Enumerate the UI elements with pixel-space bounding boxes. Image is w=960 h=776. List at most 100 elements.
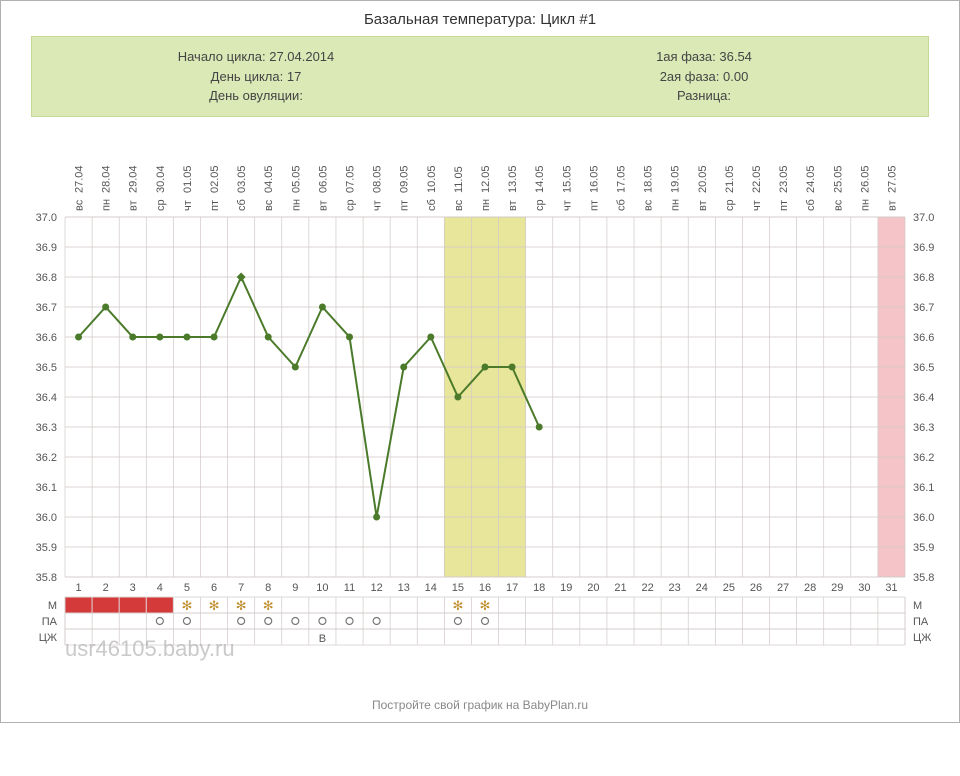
svg-text:36.1: 36.1	[36, 482, 57, 494]
svg-text:2: 2	[103, 582, 109, 594]
svg-text:36.7: 36.7	[913, 302, 934, 314]
svg-text:25.05: 25.05	[832, 165, 844, 193]
svg-text:37.0: 37.0	[36, 212, 57, 224]
svg-text:36.4: 36.4	[36, 392, 57, 404]
svg-text:13: 13	[398, 582, 410, 594]
svg-text:36.3: 36.3	[913, 422, 934, 434]
svg-text:12.05: 12.05	[480, 165, 492, 193]
svg-text:36.4: 36.4	[913, 392, 934, 404]
svg-text:17.05: 17.05	[615, 165, 627, 193]
svg-text:✻: ✻	[209, 598, 220, 613]
svg-text:5: 5	[184, 582, 190, 594]
svg-text:вт: вт	[886, 200, 898, 211]
svg-text:пт: пт	[778, 200, 790, 211]
svg-text:27: 27	[777, 582, 789, 594]
svg-text:22.05: 22.05	[751, 165, 763, 193]
svg-text:пт: пт	[588, 200, 600, 211]
svg-text:9: 9	[292, 582, 298, 594]
svg-text:М: М	[48, 600, 57, 612]
svg-text:чт: чт	[751, 200, 763, 211]
svg-text:36.2: 36.2	[913, 452, 934, 464]
svg-text:36.6: 36.6	[36, 332, 57, 344]
svg-text:03.05: 03.05	[236, 165, 248, 193]
svg-text:27.04: 27.04	[74, 165, 86, 193]
svg-text:14: 14	[425, 582, 437, 594]
svg-text:11.05: 11.05	[453, 166, 465, 193]
svg-text:10.05: 10.05	[426, 165, 438, 193]
svg-text:27.05: 27.05	[886, 165, 898, 193]
svg-text:24.05: 24.05	[805, 165, 817, 193]
svg-text:15.05: 15.05	[561, 165, 573, 193]
svg-text:01.05: 01.05	[182, 165, 194, 193]
svg-text:10: 10	[316, 582, 328, 594]
svg-text:23: 23	[669, 582, 681, 594]
svg-text:25: 25	[723, 582, 735, 594]
info-phase1: 1ая фаза: 36.54	[480, 47, 928, 67]
info-panel: Начало цикла: 27.04.2014 День цикла: 17 …	[31, 36, 929, 117]
svg-text:21: 21	[614, 582, 626, 594]
svg-text:пт: пт	[209, 200, 221, 211]
info-right: 1ая фаза: 36.54 2ая фаза: 0.00 Разница:	[480, 47, 928, 106]
svg-text:чт: чт	[182, 200, 194, 211]
svg-text:18.05: 18.05	[643, 165, 655, 193]
svg-text:36.6: 36.6	[913, 332, 934, 344]
info-ovulation-day: День овуляции:	[32, 86, 480, 106]
svg-text:6: 6	[211, 582, 217, 594]
svg-text:вс: вс	[832, 199, 844, 211]
svg-text:вс: вс	[263, 199, 275, 211]
svg-text:36.1: 36.1	[913, 482, 934, 494]
svg-text:06.05: 06.05	[317, 165, 329, 193]
svg-text:ПА: ПА	[913, 616, 929, 628]
svg-text:26: 26	[750, 582, 762, 594]
svg-text:08.05: 08.05	[372, 165, 384, 193]
svg-text:20: 20	[587, 582, 599, 594]
footer-text: Постройте свой график на BabyPlan.ru	[11, 692, 949, 712]
svg-text:пт: пт	[399, 200, 411, 211]
svg-text:16.05: 16.05	[588, 165, 600, 193]
svg-text:22: 22	[641, 582, 653, 594]
info-cycle-day: День цикла: 17	[32, 67, 480, 87]
svg-text:М: М	[913, 600, 922, 612]
svg-text:05.05: 05.05	[290, 165, 302, 193]
svg-text:B: B	[319, 633, 326, 645]
svg-text:37.0: 37.0	[913, 212, 934, 224]
svg-text:36.8: 36.8	[36, 272, 57, 284]
svg-text:15: 15	[452, 582, 464, 594]
svg-text:28: 28	[804, 582, 816, 594]
svg-text:24: 24	[696, 582, 708, 594]
svg-text:28.04: 28.04	[101, 165, 113, 193]
svg-text:19.05: 19.05	[670, 165, 682, 193]
svg-text:35.8: 35.8	[913, 572, 934, 584]
svg-text:30.04: 30.04	[155, 165, 167, 193]
svg-text:7: 7	[238, 582, 244, 594]
svg-text:вт: вт	[507, 200, 519, 211]
svg-text:8: 8	[265, 582, 271, 594]
info-left: Начало цикла: 27.04.2014 День цикла: 17 …	[32, 47, 480, 106]
svg-text:пн: пн	[101, 198, 113, 210]
svg-text:пн: пн	[859, 198, 871, 210]
svg-text:3: 3	[130, 582, 136, 594]
chart-title: Базальная температура: Цикл #1	[11, 7, 949, 36]
svg-text:18: 18	[533, 582, 545, 594]
svg-text:36.7: 36.7	[36, 302, 57, 314]
svg-text:36.0: 36.0	[36, 512, 57, 524]
svg-text:✻: ✻	[263, 598, 274, 613]
svg-text:вт: вт	[128, 200, 140, 211]
svg-text:13.05: 13.05	[507, 165, 519, 193]
svg-text:17: 17	[506, 582, 518, 594]
svg-text:36.5: 36.5	[36, 362, 57, 374]
svg-text:пн: пн	[480, 198, 492, 210]
svg-text:пн: пн	[670, 198, 682, 210]
svg-text:26.05: 26.05	[859, 165, 871, 193]
svg-text:4: 4	[157, 582, 163, 594]
info-cycle-start: Начало цикла: 27.04.2014	[32, 47, 480, 67]
svg-text:29.04: 29.04	[128, 165, 140, 193]
svg-text:09.05: 09.05	[399, 165, 411, 193]
svg-text:21.05: 21.05	[724, 165, 736, 193]
svg-text:✻: ✻	[236, 598, 247, 613]
svg-text:✻: ✻	[480, 598, 491, 613]
svg-text:36.2: 36.2	[36, 452, 57, 464]
svg-text:19: 19	[560, 582, 572, 594]
svg-text:вт: вт	[317, 200, 329, 211]
svg-text:36.3: 36.3	[36, 422, 57, 434]
